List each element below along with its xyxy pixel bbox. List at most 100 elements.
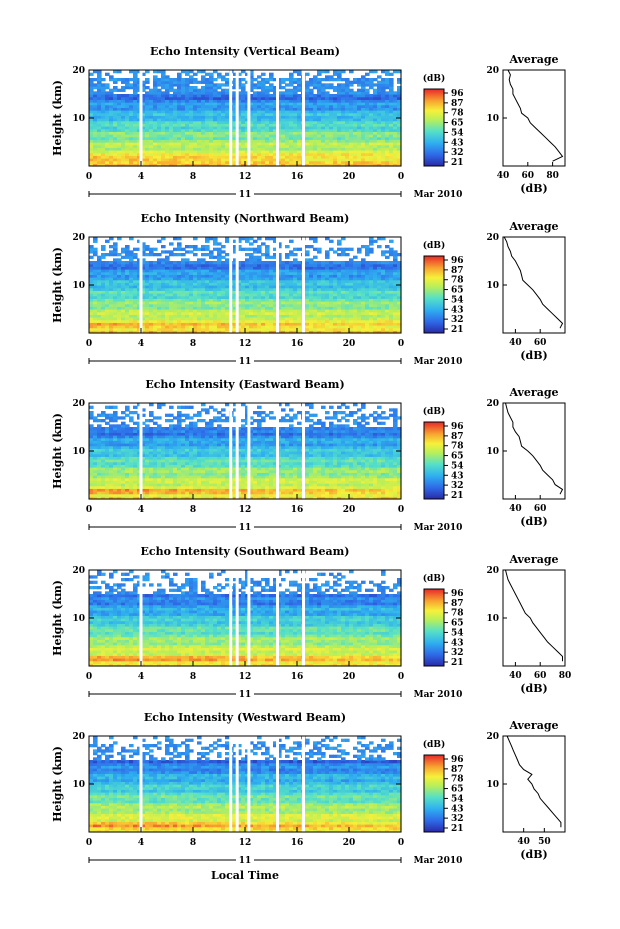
heatmap-cell — [325, 118, 330, 122]
heatmap-cell — [97, 112, 102, 116]
heatmap-cell — [277, 279, 282, 283]
heatmap-cell — [261, 163, 266, 167]
heatmap-cell — [125, 160, 130, 164]
heatmap-cell — [385, 142, 390, 146]
heatmap-cell — [257, 160, 262, 164]
heatmap-cell — [385, 128, 390, 132]
heatmap-cell — [273, 158, 278, 162]
heatmap-cell — [133, 282, 138, 286]
heatmap-cell — [241, 269, 246, 273]
heatmap-cell — [145, 306, 150, 310]
heatmap-cell — [297, 309, 302, 313]
heatmap-cell — [161, 266, 166, 270]
heatmap-cell — [397, 325, 402, 329]
heatmap-cell — [285, 295, 290, 299]
heatmap-cell — [289, 155, 294, 159]
heatmap-cell — [217, 301, 222, 305]
heatmap-cell — [313, 282, 318, 286]
heatmap-cell — [253, 123, 258, 127]
heatmap-cell — [281, 110, 286, 114]
heatmap-cell — [221, 94, 226, 98]
heatmap-cell — [189, 282, 194, 286]
heatmap-cell — [373, 102, 378, 106]
heatmap-cell — [277, 163, 282, 167]
heatmap-cell — [149, 285, 154, 289]
heatmap-cell — [285, 322, 290, 326]
heatmap-cell — [225, 163, 230, 167]
heatmap-cell — [265, 255, 270, 259]
heatmap-cell — [381, 118, 386, 122]
heatmap-cell — [97, 70, 102, 74]
heatmap-cell — [221, 158, 226, 162]
heatmap-cell — [293, 306, 298, 310]
heatmap-cell — [93, 155, 98, 159]
heatmap-cell — [261, 110, 266, 114]
heatmap-cell — [189, 287, 194, 291]
heatmap-cell — [369, 325, 374, 329]
heatmap-cell — [353, 91, 358, 95]
heatmap-cell — [193, 110, 198, 114]
heatmap-cell — [121, 144, 126, 148]
heatmap-cell — [213, 293, 218, 297]
heatmap-cell — [201, 115, 206, 119]
heatmap-cell — [97, 110, 102, 114]
heatmap-cell — [165, 86, 170, 90]
heatmap-cell — [141, 102, 146, 106]
heatmap-cell — [313, 163, 318, 167]
heatmap-cell — [141, 155, 146, 159]
heatmap-cell — [373, 261, 378, 265]
heatmap-cell — [113, 317, 118, 321]
heatmap-cell — [381, 237, 386, 241]
heatmap-cell — [305, 83, 310, 87]
heatmap-cell — [341, 96, 346, 100]
heatmap-cell — [349, 120, 354, 124]
heatmap-cell — [129, 274, 134, 278]
heatmap-cell — [377, 134, 382, 138]
heatmap-cell — [305, 155, 310, 159]
heatmap-cell — [125, 86, 130, 90]
heatmap-cell — [309, 279, 314, 283]
heatmap-cell — [385, 134, 390, 138]
heatmap-cell — [213, 287, 218, 291]
heatmap-cell — [269, 120, 274, 124]
heatmap-cell — [169, 250, 174, 254]
heatmap-cell — [297, 314, 302, 318]
heatmap-cell — [245, 158, 250, 162]
heatmap-cell — [221, 104, 226, 108]
heatmap-cell — [205, 309, 210, 313]
heatmap-cell — [169, 86, 174, 90]
heatmap-cell — [217, 144, 222, 148]
heatmap-cell — [153, 91, 158, 95]
heatmap-cell — [89, 330, 94, 334]
heatmap-cell — [241, 327, 246, 331]
heatmap-cell — [333, 112, 338, 116]
heatmap-cell — [281, 155, 286, 159]
heatmap-cell — [337, 147, 342, 151]
heatmap-cell — [165, 88, 170, 92]
heatmap-cell — [185, 88, 190, 92]
heatmap-cell — [281, 290, 286, 294]
heatmap-cell — [361, 155, 366, 159]
heatmap-cell — [125, 96, 130, 100]
heatmap-cell — [269, 72, 274, 76]
heatmap-cell — [129, 303, 134, 307]
heatmap-cell — [241, 298, 246, 302]
heatmap-cell — [289, 330, 294, 334]
heatmap-cell — [337, 158, 342, 162]
heatmap-cell — [325, 327, 330, 331]
heatmap-cell — [213, 88, 218, 92]
heatmap-cell — [249, 155, 254, 159]
heatmap-cell — [93, 239, 98, 243]
heatmap-cell — [305, 253, 310, 257]
heatmap-cell — [237, 293, 242, 297]
heatmap-cell — [173, 285, 178, 289]
heatmap-cell — [161, 285, 166, 289]
heatmap-cell — [385, 261, 390, 265]
heatmap-cell — [273, 279, 278, 283]
heatmap-cell — [313, 160, 318, 164]
heatmap-cell — [389, 295, 394, 299]
heatmap-cell — [329, 317, 334, 321]
heatmap-cell — [169, 126, 174, 130]
heatmap-cell — [197, 155, 202, 159]
heatmap-cell — [101, 158, 106, 162]
